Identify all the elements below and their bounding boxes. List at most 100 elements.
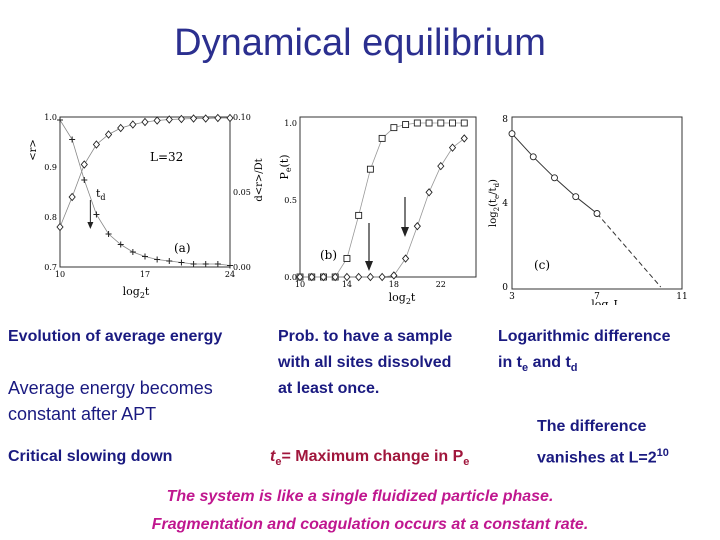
plot-b-xtick-label: 14 bbox=[342, 280, 352, 289]
plot-b-series-1-point bbox=[366, 165, 374, 173]
plot-c-xlabel: log2L bbox=[591, 298, 621, 305]
col2-line2: with all sites dissolved bbox=[278, 354, 452, 371]
plot-b-series-1-point bbox=[413, 119, 421, 127]
plot-c-series-line bbox=[511, 133, 598, 214]
plot-b-series-1-point bbox=[378, 134, 386, 142]
slide-title: Dynamical equilibrium bbox=[174, 22, 546, 64]
plot-c-point bbox=[529, 153, 537, 161]
plot-a-series-1-point bbox=[141, 117, 149, 127]
plot-a-ylabel-left: <r> bbox=[28, 139, 39, 161]
plot-b-xlabel: log2t bbox=[389, 291, 416, 305]
plot-b-series-1-point bbox=[449, 119, 456, 127]
plot-a-panel-label: (a) bbox=[174, 241, 191, 255]
plot-a-series-1-point bbox=[165, 115, 173, 124]
plot-c-xtick-label: 3 bbox=[509, 292, 515, 302]
plot-a-series-1-point bbox=[104, 130, 113, 139]
plot-a-ytick-left-label: 0.7 bbox=[44, 263, 57, 272]
plot-a-xlabel: log2t bbox=[123, 285, 150, 300]
plot-a-series-1-point bbox=[117, 123, 125, 133]
col2-line3: at least once. bbox=[278, 380, 380, 397]
plot-b-series-1-point bbox=[390, 124, 398, 132]
col1-line1: Evolution of average energy bbox=[8, 328, 223, 345]
plot-c-xtick-label: 7 bbox=[594, 292, 600, 302]
plot-b-series-1-point bbox=[460, 119, 468, 127]
plot-a-td-arrowhead bbox=[87, 222, 94, 229]
plot-b-series-2-point bbox=[378, 272, 386, 282]
plot-a-annotation-l: L=32 bbox=[150, 150, 183, 164]
plot-b-ytick-label: 0.0 bbox=[284, 273, 297, 282]
plot-c: 3 7 11 0 4 8 (c) log2L log2(te/td) bbox=[488, 115, 688, 305]
plot-b-series-2-point bbox=[413, 221, 421, 231]
plot-b-series-2-point bbox=[366, 272, 374, 282]
plot-a-series-1-point bbox=[129, 120, 137, 129]
plot-b-series-2-point bbox=[425, 188, 433, 197]
plot-b-series-1-point bbox=[425, 119, 433, 127]
plot-a-xtick-label: 10 bbox=[55, 270, 65, 279]
plot-a-series-2-point bbox=[178, 259, 185, 266]
plot-b-series-2-point bbox=[390, 271, 398, 280]
plot-b-ylabel: Pe(t) bbox=[278, 154, 293, 179]
plot-a-series-2-point bbox=[227, 262, 233, 269]
plot-a-series-2-line bbox=[59, 119, 231, 266]
col3-line1: Logarithmic difference bbox=[498, 328, 671, 345]
plot-b: 10 14 18 22 0.0 0.5 1.0 (b) log2t Pe(t) bbox=[278, 116, 477, 305]
plot-c-ytick-label: 0 bbox=[502, 283, 508, 293]
plot-b-series-2-point bbox=[331, 272, 339, 282]
plot-a: 10 17 24 0.7 0.8 0.9 1.0 0.00 0.05 0.10 L=32 td (… bbox=[28, 113, 265, 300]
plot-c-point bbox=[572, 193, 580, 201]
plot-b-series-1-point bbox=[402, 121, 410, 128]
plot-b-series-2-point bbox=[343, 272, 351, 282]
plot-a-ytick-left-label: 0.9 bbox=[44, 163, 57, 172]
plot-b-series-2-point bbox=[296, 272, 304, 282]
plot-b-xtick-label: 18 bbox=[389, 280, 399, 289]
conclusion-line2: Fragmentation and coagulation occurs at … bbox=[151, 516, 589, 533]
plot-b-series-2-point bbox=[355, 272, 363, 282]
plot-a-series-2-point bbox=[93, 211, 100, 218]
plot-b-series-2-point bbox=[460, 134, 468, 143]
plot-b-series-2-point bbox=[437, 161, 445, 171]
plot-a-series-2-point bbox=[142, 253, 148, 260]
plot-a-series-2-point bbox=[57, 117, 63, 123]
col3-diff2: vanishes at L=210 bbox=[537, 447, 669, 467]
plot-b-series-2-point bbox=[308, 272, 316, 282]
plot-b-series-1-point bbox=[343, 255, 351, 262]
plot-c-point bbox=[593, 210, 601, 217]
plot-a-series-1-point bbox=[202, 114, 210, 123]
plot-a-series-2-point bbox=[69, 136, 76, 143]
plot-a-series-1-point bbox=[56, 222, 64, 232]
col2-line1: Prob. to have a sample bbox=[278, 328, 453, 345]
plot-a-series-2-point bbox=[202, 261, 209, 267]
plot-a-frame bbox=[59, 116, 231, 268]
plot-a-ytick-left-label: 0.8 bbox=[44, 213, 57, 222]
plot-a-ytick-right-label: 0.10 bbox=[233, 113, 251, 122]
plot-a-xtick-label: 24 bbox=[225, 270, 235, 279]
plot-a-ylabel-right: d<r>/Dt bbox=[254, 158, 265, 201]
plot-b-frame bbox=[299, 116, 477, 278]
plot-b-xtick-label: 22 bbox=[436, 280, 446, 289]
plot-b-series-2-point bbox=[319, 272, 328, 282]
col1-line2a: Average energy becomes bbox=[8, 378, 213, 398]
plot-a-series-1-point bbox=[92, 140, 101, 149]
plot-c-extrapolation-line bbox=[596, 213, 662, 288]
plot-a-series-1-line bbox=[59, 117, 230, 228]
plot-b-arrowhead-right bbox=[401, 227, 409, 237]
col3-line2: in te and td bbox=[498, 354, 578, 375]
plot-b-xtick-label: 10 bbox=[295, 280, 305, 289]
plot-c-ytick-label: 8 bbox=[502, 115, 508, 125]
plot-c-ytick-label: 4 bbox=[502, 199, 508, 209]
plot-a-series-2-point bbox=[214, 261, 221, 267]
plot-b-series-1-point bbox=[437, 119, 445, 127]
plot-a-series-2-point bbox=[81, 177, 88, 183]
plot-a-series-2-point bbox=[129, 249, 136, 255]
plot-a-series-2-point bbox=[154, 256, 161, 263]
plot-a-series-2-point bbox=[105, 231, 112, 237]
plot-a-series-1-point bbox=[153, 116, 161, 125]
plot-c-frame bbox=[511, 116, 683, 290]
plot-a-series-1-point bbox=[80, 160, 88, 169]
plot-a-series-1-point bbox=[189, 114, 198, 123]
plot-b-series-2-point bbox=[402, 254, 410, 263]
plot-b-arrowhead-left bbox=[365, 261, 373, 271]
plot-c-ylabel: log2(te/td) bbox=[488, 179, 501, 227]
plot-b-panel-label: (b) bbox=[320, 248, 337, 262]
col3-diff1: The difference bbox=[537, 418, 647, 435]
